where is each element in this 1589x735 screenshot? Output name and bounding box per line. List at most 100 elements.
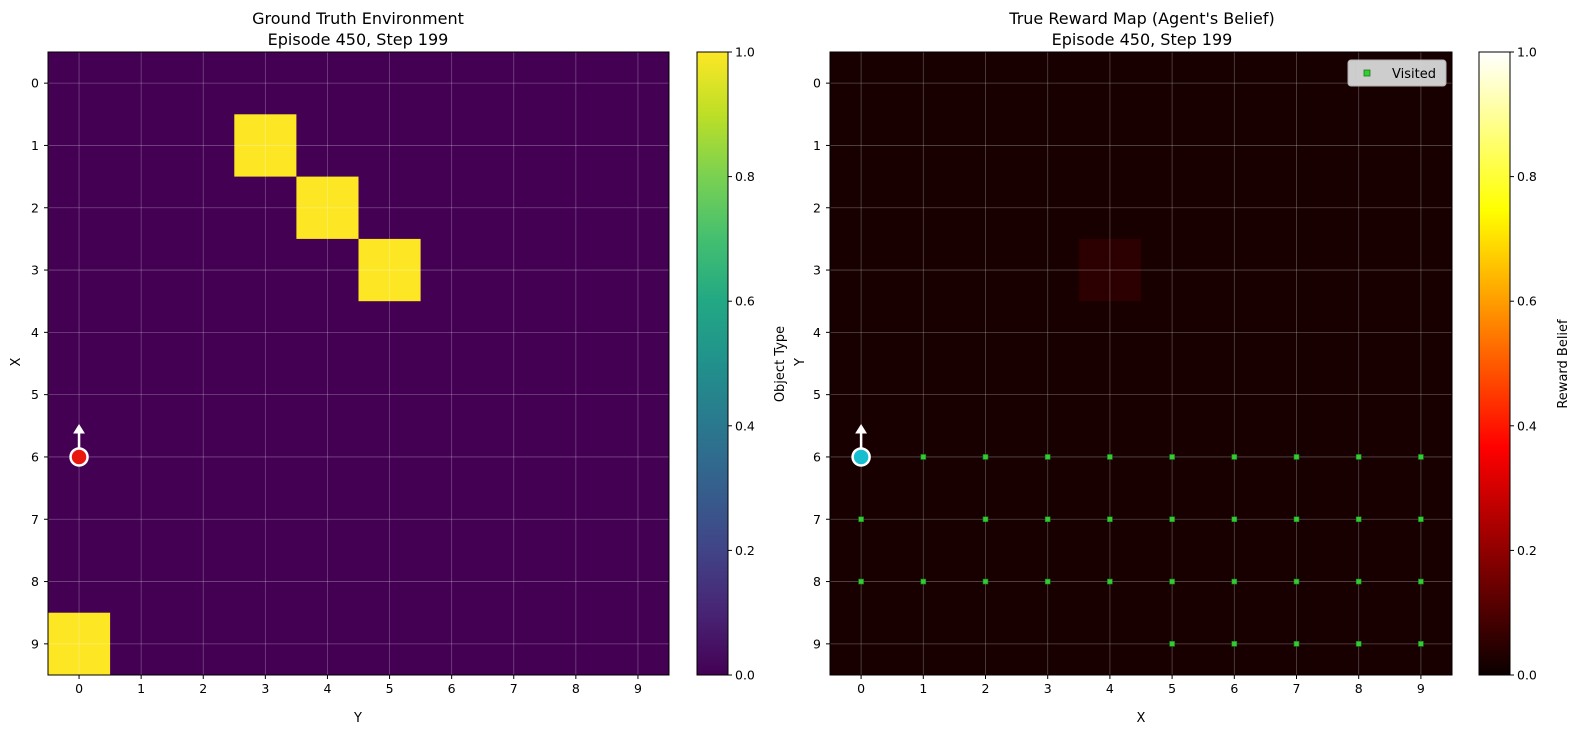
colorbar: 0.0 0.2 0.4 0.6 0.8 1.0	[696, 45, 755, 683]
heatmap-background	[830, 52, 1452, 675]
visited-marker	[1169, 516, 1175, 523]
visited-marker	[1418, 641, 1424, 647]
visited-marker	[1107, 578, 1113, 585]
y-tick-label: 7	[31, 512, 39, 527]
agent-arrow-head	[855, 424, 868, 434]
visited-marker	[1293, 641, 1300, 647]
visited-marker	[920, 578, 927, 585]
y-axis-label: Y	[793, 358, 808, 367]
colorbar-gradient	[696, 51, 729, 676]
x-tick-label: 0	[75, 681, 83, 696]
colorbar-tick-label: 1.0	[1517, 45, 1537, 60]
heatmap-cell	[1078, 238, 1141, 302]
colorbar-tick-label: 0.4	[1517, 418, 1537, 433]
y-tick-label: 2	[813, 200, 821, 215]
visited-marker	[1044, 454, 1051, 460]
y-tick-label: 6	[31, 449, 39, 464]
colorbar-tick-label: 0.4	[735, 418, 755, 433]
x-tick-label: 8	[572, 681, 580, 696]
visited-marker	[1231, 578, 1238, 585]
visited-marker	[1107, 516, 1113, 523]
legend-box	[1347, 59, 1447, 87]
visited-marker	[858, 578, 864, 585]
y-tick-label: 8	[31, 574, 39, 589]
x-tick-label: 5	[386, 681, 394, 696]
x-axis-label: X	[1137, 711, 1146, 726]
y-tick-label: 5	[31, 387, 39, 402]
chart-title: True Reward Map (Agent's Belief)	[1008, 9, 1274, 28]
visited-marker	[1169, 578, 1175, 585]
colorbar-label: Reward Belief	[1556, 319, 1571, 409]
x-tick-label: 1	[137, 681, 145, 696]
x-tick-label: 2	[982, 681, 990, 696]
agent-marker	[69, 447, 89, 467]
x-tick-label: 5	[1168, 681, 1176, 696]
x-tick-label: 4	[323, 681, 331, 696]
x-axis-label: Y	[353, 711, 362, 726]
x-tick-label: 2	[199, 681, 207, 696]
legend-marker	[1363, 69, 1371, 77]
x-tick-label: 1	[919, 681, 927, 696]
x-tick-label: 7	[1293, 681, 1301, 696]
visited-marker	[1293, 578, 1300, 585]
colorbar-tick-label: 1.0	[735, 45, 755, 60]
visited-marker	[1231, 641, 1238, 647]
y-axis-label: X	[9, 357, 24, 366]
y-tick-label: 0	[813, 76, 821, 91]
agent-marker	[851, 447, 871, 467]
visited-marker	[1107, 454, 1113, 460]
x-tick-label: 0	[857, 681, 865, 696]
chart-subtitle: Episode 450, Step 199	[268, 30, 449, 49]
visited-marker	[1418, 454, 1424, 460]
visited-marker	[920, 454, 927, 460]
y-tick-label: 8	[813, 574, 821, 589]
x-tick-label: 6	[1230, 681, 1238, 696]
y-tick-label: 5	[813, 387, 821, 402]
colorbar-tick-label: 0.2	[735, 543, 755, 558]
colorbar-tick-label: 0.2	[1517, 543, 1537, 558]
x-tick-label: 3	[1044, 681, 1052, 696]
y-tick-label: 3	[813, 263, 821, 278]
heatmap-area: 0 1 2 3 4 5 6 7 8 9 0 1 2 3 4 5 6 7 8 9 Visited	[813, 51, 1453, 696]
colorbar-gradient	[1478, 51, 1511, 676]
visited-marker	[1169, 454, 1175, 460]
y-tick-label: 0	[31, 76, 39, 91]
y-tick-label: 4	[813, 325, 821, 340]
colorbar: 0.0 0.2 0.4 0.6 0.8 1.0	[1478, 45, 1537, 683]
x-tick-label: 9	[1417, 681, 1425, 696]
visited-marker	[982, 578, 989, 585]
x-tick-label: 7	[510, 681, 518, 696]
colorbar-label: Object Type	[773, 326, 788, 402]
colorbar-tick-label: 0.8	[1517, 169, 1537, 184]
x-tick-label: 9	[634, 681, 642, 696]
visited-marker	[1293, 516, 1300, 523]
heatmap-cell	[48, 612, 111, 675]
plot-frame	[829, 51, 1453, 676]
visited-marker	[1418, 516, 1424, 523]
heatmap-cell	[234, 114, 297, 177]
visited-marker	[1418, 578, 1424, 585]
y-tick-label: 1	[813, 138, 821, 153]
heatmap-cell	[358, 238, 421, 302]
visited-marker	[982, 454, 989, 460]
visited-marker	[1169, 641, 1175, 647]
visited-marker	[1044, 516, 1051, 523]
heatmap-background	[48, 52, 669, 675]
x-tick-label: 6	[448, 681, 456, 696]
colorbar-tick-label: 0.0	[1517, 668, 1537, 683]
colorbar-tick-label: 0.6	[1517, 294, 1537, 309]
chart-subtitle: Episode 450, Step 199	[1052, 30, 1233, 49]
plot-frame	[47, 51, 670, 676]
y-tick-label: 1	[31, 138, 39, 153]
y-tick-label: 3	[31, 263, 39, 278]
visited-marker	[1231, 516, 1238, 523]
y-tick-label: 6	[813, 449, 821, 464]
y-tick-label: 9	[31, 636, 39, 651]
y-tick-label: 2	[31, 200, 39, 215]
visited-marker	[1355, 578, 1362, 585]
x-tick-label: 8	[1355, 681, 1363, 696]
y-tick-label: 9	[813, 636, 821, 651]
x-tick-label: 3	[261, 681, 269, 696]
ground-truth-panel: Ground Truth Environment Episode 450, St…	[9, 9, 788, 726]
